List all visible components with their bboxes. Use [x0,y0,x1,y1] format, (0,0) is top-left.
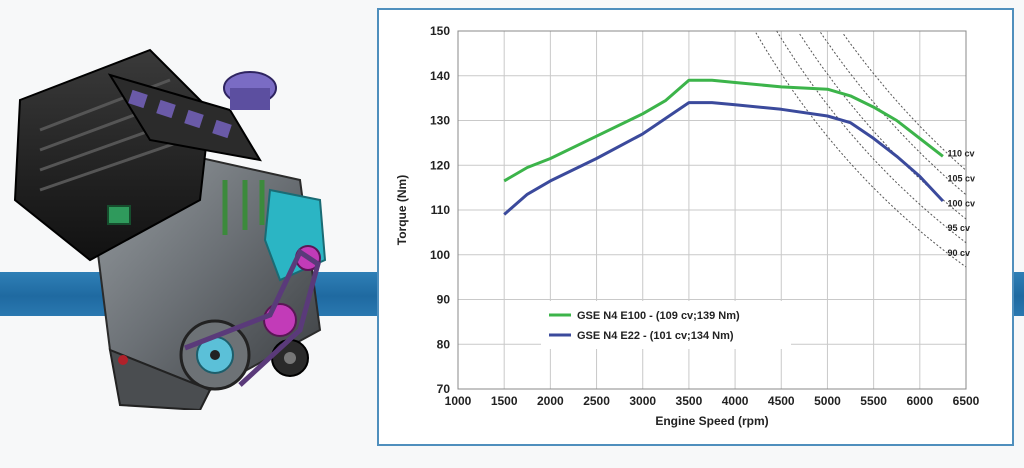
constant-power-label: 90 cv [948,248,971,258]
x-tick-label: 5000 [814,394,841,408]
x-tick-label: 1500 [491,394,518,408]
y-tick-label: 150 [430,24,450,38]
constant-power-line [799,33,967,220]
x-tick-label: 4000 [722,394,749,408]
x-tick-label: 2000 [537,394,564,408]
y-axis-title: Torque (Nm) [395,175,409,245]
legend-box [541,301,791,349]
x-tick-label: 3500 [676,394,703,408]
constant-power-label: 100 cv [948,199,976,209]
x-tick-label: 3000 [629,394,656,408]
x-axis-title: Engine Speed (rpm) [655,414,768,428]
torque-chart-panel: 1000 1500 2000 2500 3000 3500 4000 4500 5000 5500… [377,8,1014,446]
constant-power-line [820,32,967,196]
x-tick-label: 2500 [583,394,610,408]
x-tick-label: 1000 [445,394,472,408]
series-line [503,78,944,183]
y-tick-label: 140 [430,69,450,83]
constant-power-line [843,33,967,171]
legend-label: GSE N4 E100 - (109 cv;139 Nm) [577,310,740,322]
y-tick-label: 90 [437,293,451,307]
series-line [503,101,944,216]
plot-frame [457,30,967,390]
constant-power-label: 95 cv [948,223,971,233]
constant-power-line [776,30,967,244]
constant-power-label: 105 cv [948,174,976,184]
legend-label: GSE N4 E22 - (101 cv;134 Nm) [577,330,734,342]
y-tick-label: 80 [437,337,451,351]
x-tick-label: 6000 [906,394,933,408]
y-tick-label: 120 [430,158,450,172]
y-tick-label: 130 [430,114,450,128]
y-tick-label: 70 [437,382,451,396]
x-tick-label: 4500 [768,394,795,408]
constant-power-label: 110 cv [948,149,975,159]
engine-illustration [13,48,327,410]
x-tick-label: 6500 [953,394,980,408]
torque-chart: 1000 1500 2000 2500 3000 3500 4000 4500 5000 5500… [395,24,980,428]
x-tick-label: 5500 [860,394,887,408]
y-tick-label: 100 [430,248,450,262]
y-tick-label: 110 [431,203,451,217]
